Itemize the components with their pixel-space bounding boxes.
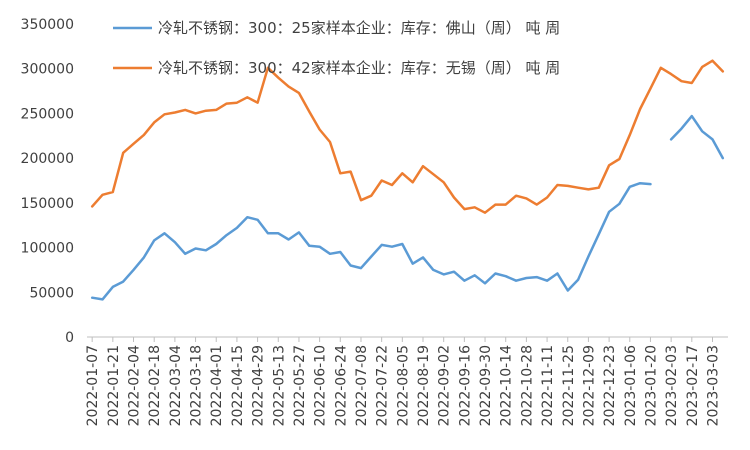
y-tick-label-300000: 300000 — [21, 62, 74, 78]
legend-item-foshan[interactable]: 冷轧不锈钢：300：25家样本企业：库存：佛山（周） 吨 周 — [113, 19, 560, 37]
x-tick-label-2022-09-30: 2022-09-30 — [478, 345, 494, 426]
x-tick-label-2022-04-01: 2022-04-01 — [209, 345, 225, 426]
x-tick-label-2023-02-17: 2023-02-17 — [685, 345, 701, 426]
legend-label-wuxi: 冷轧不锈钢：300：42家样本企业：库存：无锡（周） 吨 周 — [158, 59, 560, 77]
x-tick-label-2023-01-20: 2023-01-20 — [643, 345, 659, 426]
x-tick-label-2022-07-22: 2022-07-22 — [375, 345, 391, 426]
x-tick-label-2022-12-23: 2022-12-23 — [602, 345, 618, 426]
x-tick-label-2022-12-09: 2022-12-09 — [581, 345, 597, 426]
y-tick-label-150000: 150000 — [21, 196, 74, 212]
x-tick-label-2023-02-03: 2023-02-03 — [664, 345, 680, 426]
x-tick-label-2022-02-04: 2022-02-04 — [127, 345, 143, 426]
legend-label-foshan: 冷轧不锈钢：300：25家样本企业：库存：佛山（周） 吨 周 — [158, 19, 560, 37]
x-tick-label-2022-11-25: 2022-11-25 — [561, 345, 577, 426]
x-tick-label-2023-03-03: 2023-03-03 — [705, 345, 721, 426]
series-1 — [90, 59, 725, 214]
y-tick-label-100000: 100000 — [21, 241, 74, 257]
series-0 — [90, 181, 652, 301]
y-tick-label-350000: 350000 — [21, 17, 74, 33]
x-tick-label-2022-05-13: 2022-05-13 — [271, 345, 287, 426]
x-tick-label-2022-08-19: 2022-08-19 — [416, 345, 432, 426]
y-axis: 0 50000 100000 150000 200000 250000 300000 3500… — [21, 17, 74, 346]
x-tick-label-2022-01-21: 2022-01-21 — [106, 345, 122, 426]
x-tick-label-2022-03-18: 2022-03-18 — [189, 345, 205, 426]
x-tick-label-2022-02-18: 2022-02-18 — [147, 345, 163, 426]
x-tick-label-2022-09-02: 2022-09-02 — [437, 345, 453, 426]
x-axis: 2022-01-07 2022-01-21 2022-02-04 2022-02-18… — [85, 336, 728, 426]
series-line-2 — [669, 114, 725, 160]
x-tick-label-2023-01-06: 2023-01-06 — [623, 345, 639, 426]
x-tick-label-2022-09-16: 2022-09-16 — [457, 345, 473, 426]
x-tick-label-2022-06-24: 2022-06-24 — [333, 345, 349, 426]
x-tick-label-2022-04-15: 2022-04-15 — [230, 345, 246, 426]
y-tick-label-250000: 250000 — [21, 106, 74, 122]
legend: 冷轧不锈钢：300：25家样本企业：库存：佛山（周） 吨 周 冷轧不锈钢：300… — [113, 19, 560, 77]
x-tick-label-2022-08-05: 2022-08-05 — [395, 345, 411, 426]
x-tick-label-2022-10-14: 2022-10-14 — [499, 345, 515, 426]
y-tick-label-50000: 50000 — [29, 285, 74, 301]
series-line-1 — [90, 59, 725, 214]
y-tick-label-0: 0 — [65, 330, 74, 346]
x-tick-label-2022-04-29: 2022-04-29 — [251, 345, 267, 426]
x-tick-label-2022-01-07: 2022-01-07 — [85, 345, 101, 426]
x-tick-label-2022-05-27: 2022-05-27 — [292, 345, 308, 426]
series-2 — [669, 114, 725, 160]
series-layer — [90, 59, 725, 301]
y-tick-label-200000: 200000 — [21, 151, 74, 167]
series-line-0 — [90, 181, 652, 301]
x-tick-label-2022-10-28: 2022-10-28 — [519, 345, 535, 426]
x-tick-label-2022-07-08: 2022-07-08 — [354, 345, 370, 426]
x-tick-label-2022-03-04: 2022-03-04 — [168, 345, 184, 426]
legend-item-wuxi[interactable]: 冷轧不锈钢：300：42家样本企业：库存：无锡（周） 吨 周 — [113, 59, 560, 77]
x-tick-label-2022-06-10: 2022-06-10 — [313, 345, 329, 426]
x-tick-label-2022-11-11: 2022-11-11 — [540, 345, 556, 426]
